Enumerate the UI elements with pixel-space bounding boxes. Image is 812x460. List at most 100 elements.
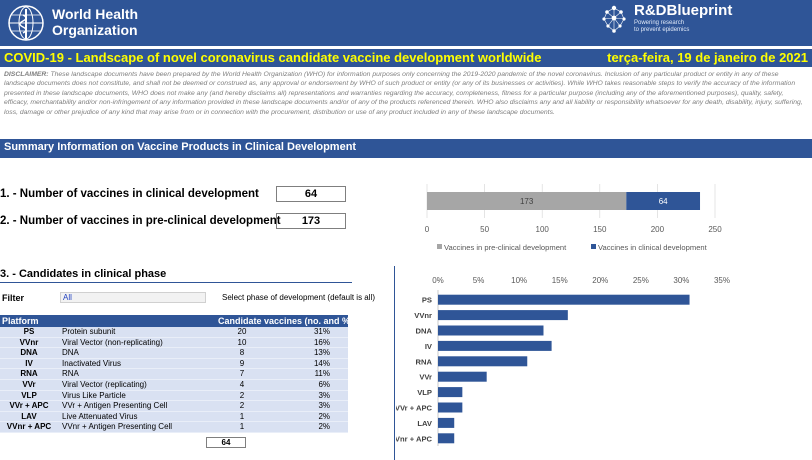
bar-segment	[427, 192, 627, 210]
bar-segment	[626, 192, 701, 210]
table-body: PS Protein subunit 20 31% VVnr Viral Vector (…	[0, 327, 348, 433]
category-label: VLP	[417, 388, 432, 397]
x-tick-label: 250	[708, 225, 722, 234]
platform-code: IV	[25, 358, 33, 368]
legend-label: Vaccines in clinical development	[598, 243, 708, 252]
category-label: PS	[422, 296, 432, 305]
candidate-count: 9	[239, 358, 245, 368]
x-tick-label: 30%	[673, 276, 689, 285]
candidate-pct: 3%	[318, 401, 330, 411]
table-row: VVr + APC VVr + Antigen Presenting Cell 2 3…	[0, 401, 348, 412]
candidate-count: 1	[239, 411, 245, 421]
table-header: Platform Candidate vaccines (no. and %)	[0, 315, 348, 327]
candidate-count: 2	[239, 390, 245, 400]
title-bar: COVID-19 - Landscape of novel coronaviru…	[0, 49, 812, 67]
total-value: 64	[206, 437, 246, 448]
candidate-pct: 14%	[313, 358, 330, 368]
table-row: VLP Virus Like Particle 2 3%	[0, 390, 348, 402]
candidate-pct: 13%	[313, 348, 330, 358]
rd-sub-line1: Powering research	[634, 20, 685, 26]
platform-desc: VVnr + Antigen Presenting Cell	[62, 422, 173, 432]
table-row: VVnr + APC VVnr + Antigen Presenting Cell…	[0, 422, 348, 433]
kpi-clinical-value: 64	[276, 186, 346, 202]
table-row: PS Protein subunit 20 31%	[0, 327, 348, 338]
report-date: terça-feira, 19 de janeiro de 2021	[607, 50, 808, 65]
category-label: VVnr + APC	[396, 434, 433, 443]
platform-table: Platform Candidate vaccines (no. and %) …	[0, 315, 348, 433]
category-label: VVr	[419, 373, 432, 382]
x-tick-label: 20%	[592, 276, 608, 285]
bar	[438, 417, 455, 428]
candidates-divider	[0, 282, 352, 283]
who-emblem-icon	[8, 5, 44, 41]
legend-swatch	[437, 244, 442, 249]
platform-desc: Viral Vector (replicating)	[62, 379, 147, 389]
category-label: IV	[425, 342, 433, 351]
vertical-divider	[394, 266, 395, 460]
filter-label: Filter	[2, 293, 25, 303]
platform-code: VVr	[22, 379, 36, 389]
category-label: RNA	[416, 357, 433, 366]
platform-code: VLP	[21, 390, 37, 400]
bar	[438, 433, 455, 444]
kpi-preclinical-label: 2. - Number of vaccines in pre-clinical …	[0, 215, 281, 227]
who-line1: World Health	[52, 6, 139, 22]
legend-swatch	[591, 244, 596, 249]
kpi-preclinical-value: 173	[276, 213, 346, 229]
platform-desc: Live Attenuated Virus	[62, 411, 138, 421]
platform-desc: Virus Like Particle	[62, 390, 126, 400]
x-tick-label: 25%	[633, 276, 649, 285]
summary-section-title: Summary Information on Vaccine Products …	[4, 141, 357, 153]
x-tick-label: 0	[425, 225, 430, 234]
candidate-count: 10	[237, 337, 247, 347]
bar	[438, 402, 463, 413]
candidate-pct: 6%	[318, 379, 330, 389]
table-row: LAV Live Attenuated Virus 1 2%	[0, 411, 348, 423]
bar	[438, 340, 552, 351]
rd-sub-line2: to prevent epidemics	[634, 27, 690, 33]
phase-filter-select[interactable]: All	[60, 292, 206, 303]
candidate-count: 7	[239, 369, 245, 379]
platform-code: DNA	[20, 348, 38, 358]
x-tick-label: 200	[651, 225, 665, 234]
platform-code: VVr + APC	[9, 401, 49, 411]
bar	[438, 310, 568, 321]
candidates-title: 3. - Candidates in clinical phase	[0, 268, 167, 280]
platform-code: VVnr	[19, 337, 39, 347]
candidate-pct: 2%	[318, 422, 330, 432]
platform-code: RNA	[20, 369, 38, 379]
candidate-pct: 16%	[313, 337, 330, 347]
header-bar: World Health Organization R&DBlueprint P…	[0, 0, 812, 46]
disclaimer-text: These landscape documents have been prep…	[4, 71, 803, 116]
bar	[438, 294, 690, 305]
header-platform: Platform	[2, 316, 39, 326]
platform-code: VVnr + APC	[6, 422, 52, 432]
bar	[438, 371, 487, 382]
stacked-bar-chart: 0 50 100 150 200 250 173 64 Vaccines in pre-clin…	[425, 184, 722, 252]
x-tick-label: 150	[593, 225, 607, 234]
rd-blueprint-title: R&DBlueprint	[634, 2, 733, 19]
category-label: VVnr	[414, 311, 432, 320]
candidate-count: 2	[239, 401, 245, 411]
table-row: VVr Viral Vector (replicating) 4 6%	[0, 379, 348, 391]
page-title: COVID-19 - Landscape of novel coronaviru…	[4, 50, 542, 65]
category-label: VVr + APC	[396, 404, 433, 413]
who-line2: Organization	[52, 22, 138, 38]
bar	[438, 356, 528, 367]
data-label: 173	[520, 197, 534, 206]
platform-desc: Inactivated Virus	[62, 358, 121, 368]
platform-code: PS	[23, 327, 35, 336]
candidate-pct: 2%	[318, 411, 330, 421]
disclaimer-label: DISCLAIMER:	[4, 71, 49, 78]
bar	[438, 325, 544, 336]
table-row: IV Inactivated Virus 9 14%	[0, 358, 348, 370]
candidate-count: 20	[237, 327, 247, 336]
x-tick-label: 100	[536, 225, 550, 234]
phase-note: Select phase of development (default is …	[222, 293, 375, 302]
summary-section-bar: Summary Information on Vaccine Products …	[0, 139, 812, 158]
candidate-pct: 11%	[314, 369, 330, 379]
rd-blueprint-subtitle: Powering research to prevent epidemics	[634, 20, 689, 34]
platform-code: LAV	[21, 411, 37, 421]
candidate-count: 4	[239, 379, 245, 389]
platform-desc: DNA	[62, 348, 79, 358]
